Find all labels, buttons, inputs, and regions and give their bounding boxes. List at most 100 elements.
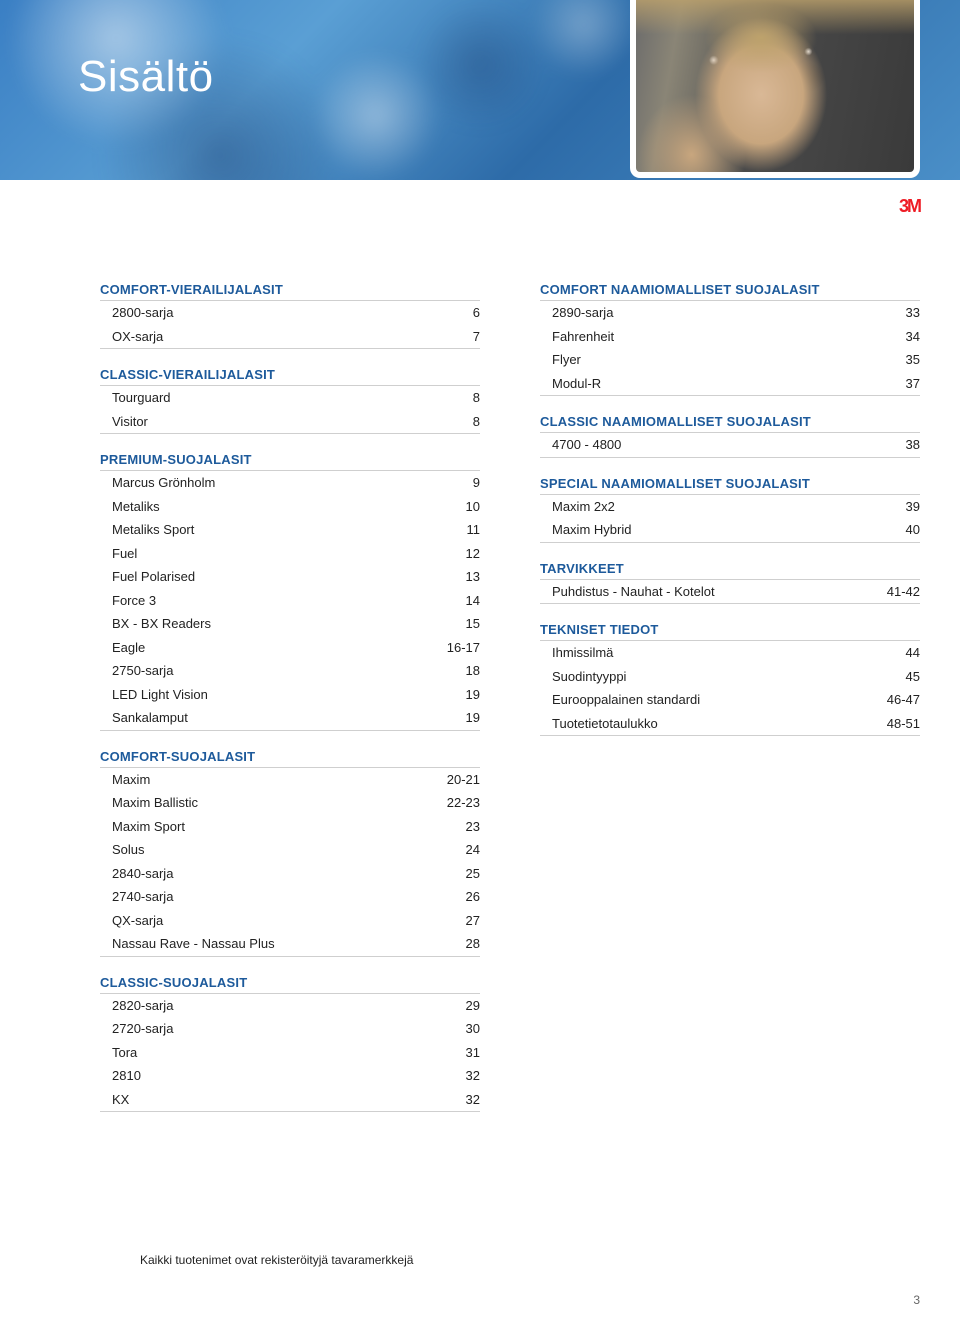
toc-item-page: 44 xyxy=(906,643,920,663)
toc-item-page: 41-42 xyxy=(887,582,920,602)
toc-item-page: 20-21 xyxy=(447,770,480,790)
toc-section-title: CLASSIC-VIERAILIJALASIT xyxy=(100,363,480,386)
toc-row: QX-sarja27 xyxy=(100,909,480,933)
toc-row: Puhdistus - Nauhat - Kotelot 41-42 xyxy=(540,580,920,604)
toc-row: Maxim Sport 23 xyxy=(100,815,480,839)
toc-section-body: 2820-sarja292720-sarja30Tora31281032KX32 xyxy=(100,994,480,1113)
toc-item-page: 10 xyxy=(466,497,480,517)
toc-section-body: 2800-sarja6OX-sarja 7 xyxy=(100,301,480,349)
toc-item-label: OX-sarja xyxy=(100,327,163,347)
toc-item-page: 46-47 xyxy=(887,690,920,710)
toc-row: Eurooppalainen standardi 46-47 xyxy=(540,688,920,712)
toc-row: Fuel12 xyxy=(100,542,480,566)
toc-item-page: 35 xyxy=(906,350,920,370)
toc-item-page: 30 xyxy=(466,1019,480,1039)
toc-item-label: Metaliks Sport xyxy=(100,520,194,540)
toc-item-label: 2800-sarja xyxy=(100,303,173,323)
toc-section-title: PREMIUM-SUOJALASIT xyxy=(100,448,480,471)
toc-item-page: 32 xyxy=(466,1090,480,1110)
toc-row: 4700 - 480038 xyxy=(540,433,920,457)
toc-row: Fahrenheit 34 xyxy=(540,325,920,349)
toc-item-label: 2810 xyxy=(100,1066,141,1086)
toc-item-page: 24 xyxy=(466,840,480,860)
toc-item-label: Maxim Ballistic xyxy=(100,793,198,813)
toc-section-title: CLASSIC NAAMIOMALLISET SUOJALASIT xyxy=(540,410,920,433)
toc-item-label: 2840-sarja xyxy=(100,864,173,884)
toc-row: 281032 xyxy=(100,1064,480,1088)
toc-item-page: 18 xyxy=(466,661,480,681)
toc-item-label: BX - BX Readers xyxy=(100,614,211,634)
toc-item-page: 8 xyxy=(473,388,480,408)
toc-section-title: COMFORT-SUOJALASIT xyxy=(100,745,480,768)
toc-item-page: 29 xyxy=(466,996,480,1016)
toc-item-page: 7 xyxy=(473,327,480,347)
toc-item-page: 14 xyxy=(466,591,480,611)
toc-row: Flyer35 xyxy=(540,348,920,372)
page-number: 3 xyxy=(913,1293,920,1307)
toc-row: Solus24 xyxy=(100,838,480,862)
toc-item-label: Ihmissilmä xyxy=(540,643,613,663)
toc-item-label: Fuel xyxy=(100,544,137,564)
toc-section-body: Marcus Grönholm9Metaliks10Metaliks Sport… xyxy=(100,471,480,731)
toc-item-label: Marcus Grönholm xyxy=(100,473,215,493)
toc-row: 2890-sarja33 xyxy=(540,301,920,325)
toc-item-label: Maxim xyxy=(100,770,150,790)
toc-item-label: Metaliks xyxy=(100,497,160,517)
toc-section-body: 2890-sarja33Fahrenheit34Flyer35Modul-R37 xyxy=(540,301,920,396)
toc-item-page: 15 xyxy=(466,614,480,634)
toc-item-page: 48-51 xyxy=(887,714,920,734)
toc-row: 2840-sarja 25 xyxy=(100,862,480,886)
toc-section: COMFORT-VIERAILIJALASIT2800-sarja6OX-sar… xyxy=(100,278,480,349)
toc-row: Tuotetietotaulukko 48-51 xyxy=(540,712,920,736)
toc-section-title: COMFORT NAAMIOMALLISET SUOJALASIT xyxy=(540,278,920,301)
toc-row: Tora31 xyxy=(100,1041,480,1065)
toc-item-page: 28 xyxy=(466,934,480,954)
toc-row: Suodintyyppi45 xyxy=(540,665,920,689)
toc-row: OX-sarja 7 xyxy=(100,325,480,349)
toc-row: 2820-sarja29 xyxy=(100,994,480,1018)
toc-item-page: 39 xyxy=(906,497,920,517)
toc-item-label: Maxim Sport xyxy=(100,817,185,837)
toc-item-label: Maxim Hybrid xyxy=(540,520,631,540)
toc-item-label: Eurooppalainen standardi xyxy=(540,690,700,710)
toc-item-page: 40 xyxy=(906,520,920,540)
toc-section: CLASSIC-SUOJALASIT2820-sarja292720-sarja… xyxy=(100,971,480,1113)
brand-logo-3m: 3M xyxy=(899,196,920,217)
toc-item-label: Puhdistus - Nauhat - Kotelot xyxy=(540,582,715,602)
toc-section: CLASSIC NAAMIOMALLISET SUOJALASIT4700 - … xyxy=(540,410,920,458)
toc-item-page: 22-23 xyxy=(447,793,480,813)
toc-row: Maxim Ballistic 22-23 xyxy=(100,791,480,815)
toc-item-page: 23 xyxy=(466,817,480,837)
toc-item-label: 2890-sarja xyxy=(540,303,613,323)
toc-section-body: Ihmissilmä 44Suodintyyppi45Eurooppalainen… xyxy=(540,641,920,736)
toc-row: LED Light Vision19 xyxy=(100,683,480,707)
toc-item-page: 37 xyxy=(906,374,920,394)
toc-item-label: Force 3 xyxy=(100,591,156,611)
toc-item-label: Tuotetietotaulukko xyxy=(540,714,658,734)
toc-item-page: 25 xyxy=(466,864,480,884)
toc-section-title: CLASSIC-SUOJALASIT xyxy=(100,971,480,994)
toc-section-title: COMFORT-VIERAILIJALASIT xyxy=(100,278,480,301)
toc-item-label: Nassau Rave - Nassau Plus xyxy=(100,934,275,954)
toc-item-label: 2750-sarja xyxy=(100,661,173,681)
toc-item-label: Fahrenheit xyxy=(540,327,614,347)
toc-item-page: 13 xyxy=(466,567,480,587)
toc-row: Metaliks Sport11 xyxy=(100,518,480,542)
toc-item-page: 9 xyxy=(473,473,480,493)
toc-item-label: Maxim 2x2 xyxy=(540,497,615,517)
toc-content: COMFORT-VIERAILIJALASIT2800-sarja6OX-sar… xyxy=(100,278,920,1126)
toc-row: Metaliks 10 xyxy=(100,495,480,519)
toc-item-page: 16-17 xyxy=(447,638,480,658)
toc-row: 2740-sarja26 xyxy=(100,885,480,909)
toc-item-page: 38 xyxy=(906,435,920,455)
toc-row: 2800-sarja6 xyxy=(100,301,480,325)
toc-row: Ihmissilmä 44 xyxy=(540,641,920,665)
toc-item-label: LED Light Vision xyxy=(100,685,208,705)
toc-row: Maxim 2x2 39 xyxy=(540,495,920,519)
toc-item-label: Fuel Polarised xyxy=(100,567,195,587)
toc-row: Eagle16-17 xyxy=(100,636,480,660)
toc-row: Maxim 20-21 xyxy=(100,768,480,792)
toc-item-page: 34 xyxy=(906,327,920,347)
toc-section-body: Puhdistus - Nauhat - Kotelot 41-42 xyxy=(540,580,920,605)
toc-item-page: 26 xyxy=(466,887,480,907)
